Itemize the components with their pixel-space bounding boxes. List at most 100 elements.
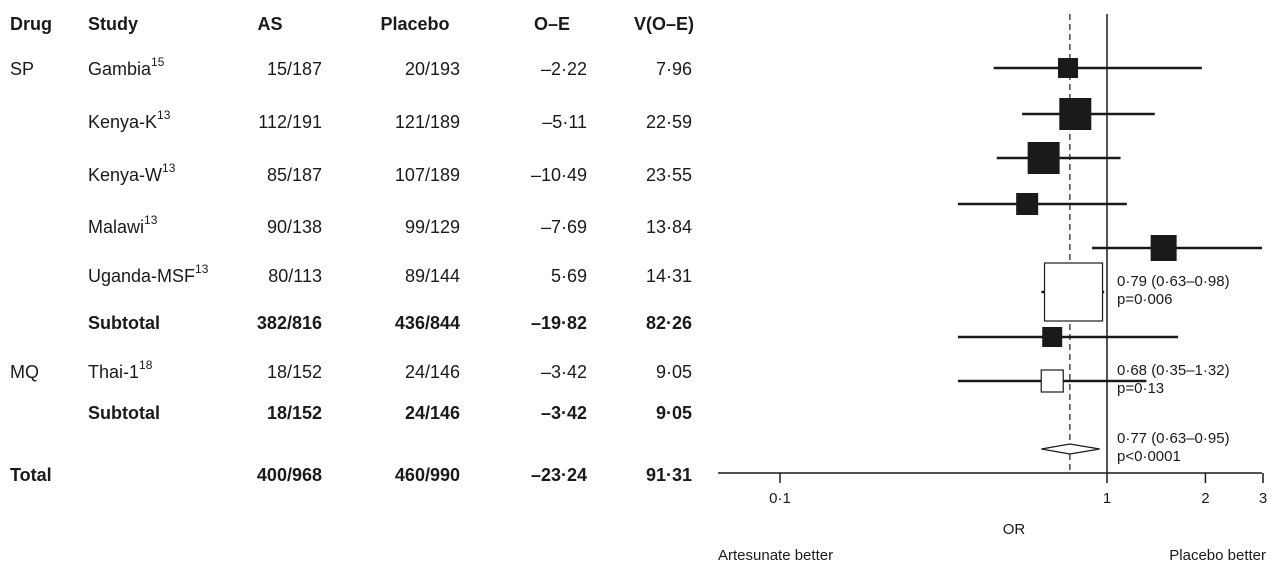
plot-area: 0·1 1 2 3 0·79 (0·63–0·98)p=0·006 0·68 (0·35… [718,14,1267,564]
cell-as: 112/191 [258,112,322,132]
cell-voe: 14·31 [646,266,692,286]
artesunate-better-label: Artesunate better [718,547,833,564]
cell-placebo: 24/146 [405,362,460,382]
pooled-diamond [1041,443,1100,455]
estimate-value-label: 0·68 (0·35–1·32) [1117,362,1230,379]
estimate-value-label: 0·79 (0·63–0·98) [1117,273,1230,290]
cell-drug: SP [10,59,34,79]
cell-voe: 91·31 [646,465,692,485]
estimate-square [1027,142,1060,174]
header-voe: V(O–E) [634,14,694,34]
table-row: Total 400/968 460/990 –23·24 91·31 [10,465,692,485]
estimate-value-label: 0·77 (0·63–0·95) [1117,430,1230,447]
cell-oe: –5·11 [542,112,587,132]
cell-oe: –23·24 [531,465,587,485]
cell-voe: 82·26 [646,313,692,333]
estimate-square [1150,235,1177,261]
cell-as: 80/113 [268,266,322,286]
cell-voe: 9·05 [656,362,692,382]
p-value-label: p<0·0001 [1117,448,1181,465]
subtotal-square [1040,369,1064,393]
estimate-square [1059,98,1092,130]
cell-as: 85/187 [267,165,322,185]
cell-as: 18/152 [267,362,322,382]
cell-drug: Total [10,465,52,485]
cell-oe: 5·69 [551,266,587,286]
table-header: Drug Study AS Placebo O–E V(O–E) [10,14,694,34]
header-drug: Drug [10,14,52,34]
p-value-label: p=0·13 [1117,380,1164,397]
table-row: Kenya-K13 112/191 121/189 –5·11 22·59 [88,108,692,132]
estimate-square [1042,327,1063,347]
estimate-square [1058,58,1079,78]
study-estimate [1092,235,1262,261]
x-tick-label: 1 [1103,490,1111,507]
reference-superscript: 13 [162,161,176,175]
header-placebo: Placebo [380,14,449,34]
cell-oe: –19·82 [531,313,587,333]
cell-voe: 23·55 [646,165,692,185]
cell-study: Subtotal [88,313,160,333]
study-estimate [957,193,1127,215]
x-tick-label: 0·1 [769,490,791,507]
x-axis-ticks: 0·1 1 2 3 [769,473,1267,507]
reference-superscript: 13 [144,213,158,227]
cell-study: Uganda-MSF13 [88,262,209,286]
study-estimate [993,58,1202,78]
estimate-square [1016,193,1039,215]
cell-oe: –10·49 [531,165,587,185]
cell-study: Gambia15 [88,55,165,79]
header-as: AS [257,14,282,34]
table-body: SP Gambia15 15/187 20/193 –2·22 7·96Kenya-K13… [10,55,692,485]
cell-voe: 13·84 [646,217,692,237]
cell-placebo: 24/146 [405,403,460,423]
study-name: Gambia [88,59,152,79]
header-oe: O–E [534,14,570,34]
study-estimate [996,142,1121,174]
cell-study: Kenya-K13 [88,108,171,132]
cell-study: Subtotal [88,403,160,423]
subtotal-square [1043,262,1104,322]
cell-oe: –3·42 [541,403,587,423]
cell-voe: 22·59 [646,112,692,132]
cell-study: Malawi13 [88,213,158,237]
p-value-label: p=0·006 [1117,291,1172,308]
subtotal-estimate: 0·68 (0·35–1·32)p=0·13 [957,362,1230,397]
cell-study: Thai-118 [88,358,153,382]
cell-placebo: 460/990 [395,465,460,485]
cell-as: 90/138 [267,217,322,237]
study-name: Uganda-MSF [88,266,195,286]
cell-as: 382/816 [257,313,322,333]
cell-as: 400/968 [257,465,322,485]
study-name: Kenya-K [88,112,157,132]
reference-superscript: 13 [157,108,171,122]
cell-placebo: 20/193 [405,59,460,79]
table-row: SP Gambia15 15/187 20/193 –2·22 7·96 [10,55,692,79]
subtotal-estimate: 0·79 (0·63–0·98)p=0·006 [1041,262,1230,322]
study-estimate [957,327,1179,347]
cell-drug: MQ [10,362,39,382]
cell-placebo: 121/189 [395,112,460,132]
x-tick-label: 2 [1201,490,1209,507]
cell-as: 18/152 [267,403,322,423]
cell-placebo: 89/144 [405,266,460,286]
cell-as: 15/187 [267,59,322,79]
study-estimate [1022,98,1155,130]
cell-placebo: 436/844 [395,313,460,333]
cell-study: Kenya-W13 [88,161,176,185]
table-row: Kenya-W13 85/187 107/189 –10·49 23·55 [88,161,692,185]
cell-oe: –3·42 [541,362,587,382]
cell-oe: –2·22 [541,59,587,79]
total-estimate: 0·77 (0·63–0·95)p<0·0001 [1041,430,1230,465]
cell-placebo: 107/189 [395,165,460,185]
table-row: Subtotal 382/816 436/844 –19·82 82·26 [88,313,692,333]
study-name: Thai-1 [88,362,139,382]
header-study: Study [88,14,138,34]
study-name: Kenya-W [88,165,162,185]
table-row: Uganda-MSF13 80/113 89/144 5·69 14·31 [88,262,692,286]
x-tick-label: 3 [1259,490,1267,507]
reference-superscript: 18 [139,358,153,372]
cell-placebo: 99/129 [405,217,460,237]
